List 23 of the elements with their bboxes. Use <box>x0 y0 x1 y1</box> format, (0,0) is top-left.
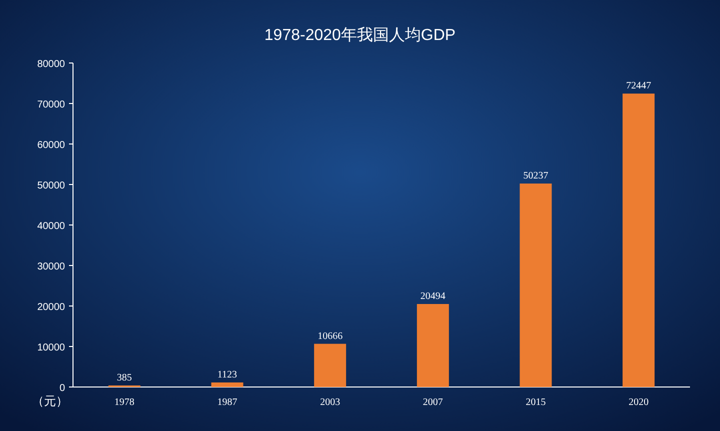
xtick: 2015 <box>526 397 546 408</box>
data-label: 10666 <box>318 330 343 342</box>
ytick: 50000 <box>37 180 65 192</box>
data-label: 20494 <box>420 291 446 302</box>
ylabel: （元） <box>32 394 68 408</box>
ytick: 70000 <box>37 100 65 110</box>
ytick: 30000 <box>37 262 65 272</box>
xtick: 2007 <box>422 397 443 408</box>
ytick: 40000 <box>37 221 65 232</box>
xtick: 2003 <box>320 397 340 408</box>
ytick: 20000 <box>37 302 65 313</box>
xtick: 2020 <box>628 397 649 408</box>
ytick: 80000 <box>37 59 65 70</box>
ytick: 0 <box>59 383 65 394</box>
xtick: 1987 <box>217 397 238 408</box>
data-label: 385 <box>116 372 132 384</box>
data-label: 50237 <box>523 170 548 182</box>
title: 1978-2020年我国人均GDP <box>264 27 456 44</box>
ytick: 10000 <box>37 342 65 354</box>
ytick: 60000 <box>37 140 65 151</box>
data-label: 72447 <box>626 80 652 92</box>
xtick: 1978 <box>114 397 134 408</box>
data-label: 1123 <box>217 369 238 380</box>
